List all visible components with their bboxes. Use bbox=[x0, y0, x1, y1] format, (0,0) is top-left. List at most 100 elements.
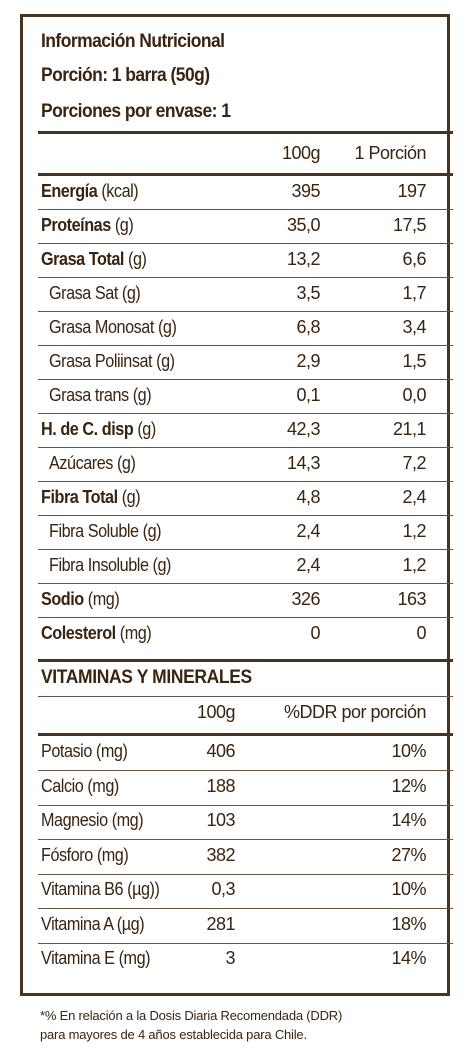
row-divider bbox=[38, 209, 453, 210]
vitamin-ddr: 14% bbox=[391, 948, 426, 968]
nutrient-unit: Grasa trans (g) bbox=[49, 385, 152, 405]
nutrient-name: Grasa Total (g) bbox=[41, 249, 147, 270]
nutrient-name: Grasa Monosat (g) bbox=[49, 317, 177, 338]
nutrient-value-portion: 163 bbox=[397, 589, 426, 609]
row-divider bbox=[38, 413, 453, 414]
vitamin-ddr: 18% bbox=[391, 914, 426, 934]
row-divider bbox=[38, 345, 453, 346]
nutrient-row: Sodio (mg) 326 163 bbox=[23, 584, 453, 618]
nutrient-value-portion: 197 bbox=[397, 181, 426, 201]
nutrient-unit: Grasa Sat (g) bbox=[49, 283, 141, 303]
vitamin-ddr: 14% bbox=[391, 810, 426, 830]
row-divider bbox=[38, 583, 453, 584]
nutrient-unit: Azúcares (g) bbox=[49, 453, 136, 473]
nutrient-row: Fibra Soluble (g) 2,4 1,2 bbox=[23, 516, 453, 550]
nutrient-value-100g: 2,4 bbox=[296, 555, 320, 575]
nutrient-unit: (g) bbox=[123, 249, 147, 269]
nutrient-value-portion: 2,4 bbox=[402, 487, 426, 507]
row-divider bbox=[38, 447, 453, 448]
nutrient-value-portion: 17,5 bbox=[392, 215, 427, 235]
vitamin-column-headers: 100g %DDR por porción bbox=[23, 697, 453, 731]
nutrient-value-100g: 0,1 bbox=[296, 385, 320, 405]
vitamin-ddr: 27% bbox=[391, 845, 426, 865]
nutrient-name-bold: Sodio bbox=[41, 589, 84, 609]
nutrient-unit: Fibra Soluble (g) bbox=[49, 521, 162, 541]
nutrient-value-100g: 14,3 bbox=[286, 453, 321, 473]
nutrition-title: Información Nutricional bbox=[41, 31, 225, 52]
col-portion: 1 Porción bbox=[354, 143, 426, 163]
nutrient-value-100g: 13,2 bbox=[286, 249, 321, 269]
nutrient-name: Sodio (mg) bbox=[41, 589, 120, 610]
nutrient-value-portion: 6,6 bbox=[402, 249, 426, 269]
nutrient-value-100g: 4,8 bbox=[296, 487, 320, 507]
nutrient-value-100g: 42,3 bbox=[286, 419, 321, 439]
nutrient-name: H. de C. disp (g) bbox=[41, 419, 156, 440]
row-divider bbox=[38, 243, 453, 244]
nutrient-value-portion: 3,4 bbox=[402, 317, 426, 337]
vitamin-value-100g: 3 bbox=[225, 948, 235, 968]
nutrient-name: Fibra Total (g) bbox=[41, 487, 141, 508]
divider-header bbox=[38, 173, 453, 176]
nutrient-row: Grasa Total (g) 13,2 6,6 bbox=[23, 244, 453, 278]
vit-col-ddr: %DDR por porción bbox=[283, 702, 427, 722]
footnote-line-2: para mayores de 4 años establecida para … bbox=[40, 1027, 307, 1042]
nutrient-unit: (mg) bbox=[83, 589, 120, 609]
vitamin-row: Vitamina A (µg) 281 18% bbox=[23, 909, 453, 943]
nutrient-name: Fibra Soluble (g) bbox=[49, 521, 162, 542]
nutrient-name: Grasa trans (g) bbox=[49, 385, 152, 406]
footnote-line-1: *% En relación a la Dosis Diaria Recomen… bbox=[40, 1008, 343, 1023]
vitamin-row: Vitamina B6 (µg)) 0,3 10% bbox=[23, 874, 453, 908]
nutrient-unit: Grasa Monosat (g) bbox=[49, 317, 177, 337]
nutrient-value-portion: 1,2 bbox=[402, 555, 426, 575]
column-headers: 100g 1 Porción bbox=[23, 138, 453, 172]
vitamin-name: Potasio (mg) bbox=[41, 741, 128, 761]
nutrient-value-100g: 3,5 bbox=[296, 283, 320, 303]
nutrient-name-bold: Grasa Total bbox=[41, 249, 124, 269]
nutrient-name-bold: Energía bbox=[41, 181, 98, 201]
nutrient-value-100g: 2,9 bbox=[296, 351, 320, 371]
vitamin-value-100g: 188 bbox=[206, 776, 235, 796]
vit-col-100g: 100g bbox=[196, 702, 236, 722]
vitamin-value-100g: 406 bbox=[206, 741, 235, 761]
row-divider bbox=[38, 379, 453, 380]
vitamin-row: Potasio (mg) 406 10% bbox=[23, 736, 453, 770]
vitamin-value-100g: 382 bbox=[206, 845, 235, 865]
vitamin-name: Calcio (mg) bbox=[41, 776, 119, 796]
nutrient-name: Energía (kcal) bbox=[41, 181, 139, 202]
portion-size: Porción: 1 barra (50g) bbox=[41, 65, 210, 86]
nutrient-row: Energía (kcal) 395 197 bbox=[23, 176, 453, 210]
row-divider bbox=[38, 617, 453, 618]
row-divider bbox=[38, 549, 453, 550]
nutrient-name: Grasa Poliinsat (g) bbox=[49, 351, 175, 372]
vitamin-name: Magnesio (mg) bbox=[41, 810, 144, 830]
row-divider bbox=[38, 805, 453, 806]
vitamins-title: VITAMINAS Y MINERALES bbox=[41, 667, 252, 688]
nutrient-value-100g: 6,8 bbox=[296, 317, 320, 337]
row-divider bbox=[38, 515, 453, 516]
nutrient-row: Grasa Monosat (g) 6,8 3,4 bbox=[23, 312, 453, 346]
nutrient-row: Colesterol (mg) 0 0 bbox=[23, 618, 453, 652]
nutrient-name: Colesterol (mg) bbox=[41, 623, 152, 644]
nutrient-value-portion: 0,0 bbox=[402, 385, 426, 405]
nutrient-value-100g: 395 bbox=[291, 181, 320, 201]
vitamin-name: Vitamina B6 (µg)) bbox=[41, 879, 160, 899]
nutrient-row: Fibra Insoluble (g) 2,4 1,2 bbox=[23, 550, 453, 584]
vitamin-row: Magnesio (mg) 103 14% bbox=[23, 805, 453, 839]
nutrient-value-100g: 326 bbox=[291, 589, 320, 609]
nutrient-row: Azúcares (g) 14,3 7,2 bbox=[23, 448, 453, 482]
row-divider bbox=[38, 874, 453, 875]
nutrient-value-portion: 1,5 bbox=[402, 351, 426, 371]
nutrient-unit: (g) bbox=[133, 419, 156, 439]
servings-per-container: Porciones por envase: 1 bbox=[41, 101, 231, 122]
nutrient-name: Grasa Sat (g) bbox=[49, 283, 141, 304]
nutrient-name-bold: Proteínas bbox=[41, 215, 111, 235]
nutrient-value-portion: 21,1 bbox=[392, 419, 427, 439]
nutrient-unit: (g) bbox=[117, 487, 141, 507]
row-divider bbox=[38, 481, 453, 482]
vitamin-row: Vitamina E (mg) 3 14% bbox=[23, 943, 453, 977]
nutrient-name-bold: Colesterol bbox=[41, 623, 116, 643]
nutrient-name-bold: H. de C. disp bbox=[41, 419, 134, 439]
nutrient-row: Fibra Total (g) 4,8 2,4 bbox=[23, 482, 453, 516]
row-divider bbox=[38, 277, 453, 278]
row-divider bbox=[38, 908, 453, 909]
